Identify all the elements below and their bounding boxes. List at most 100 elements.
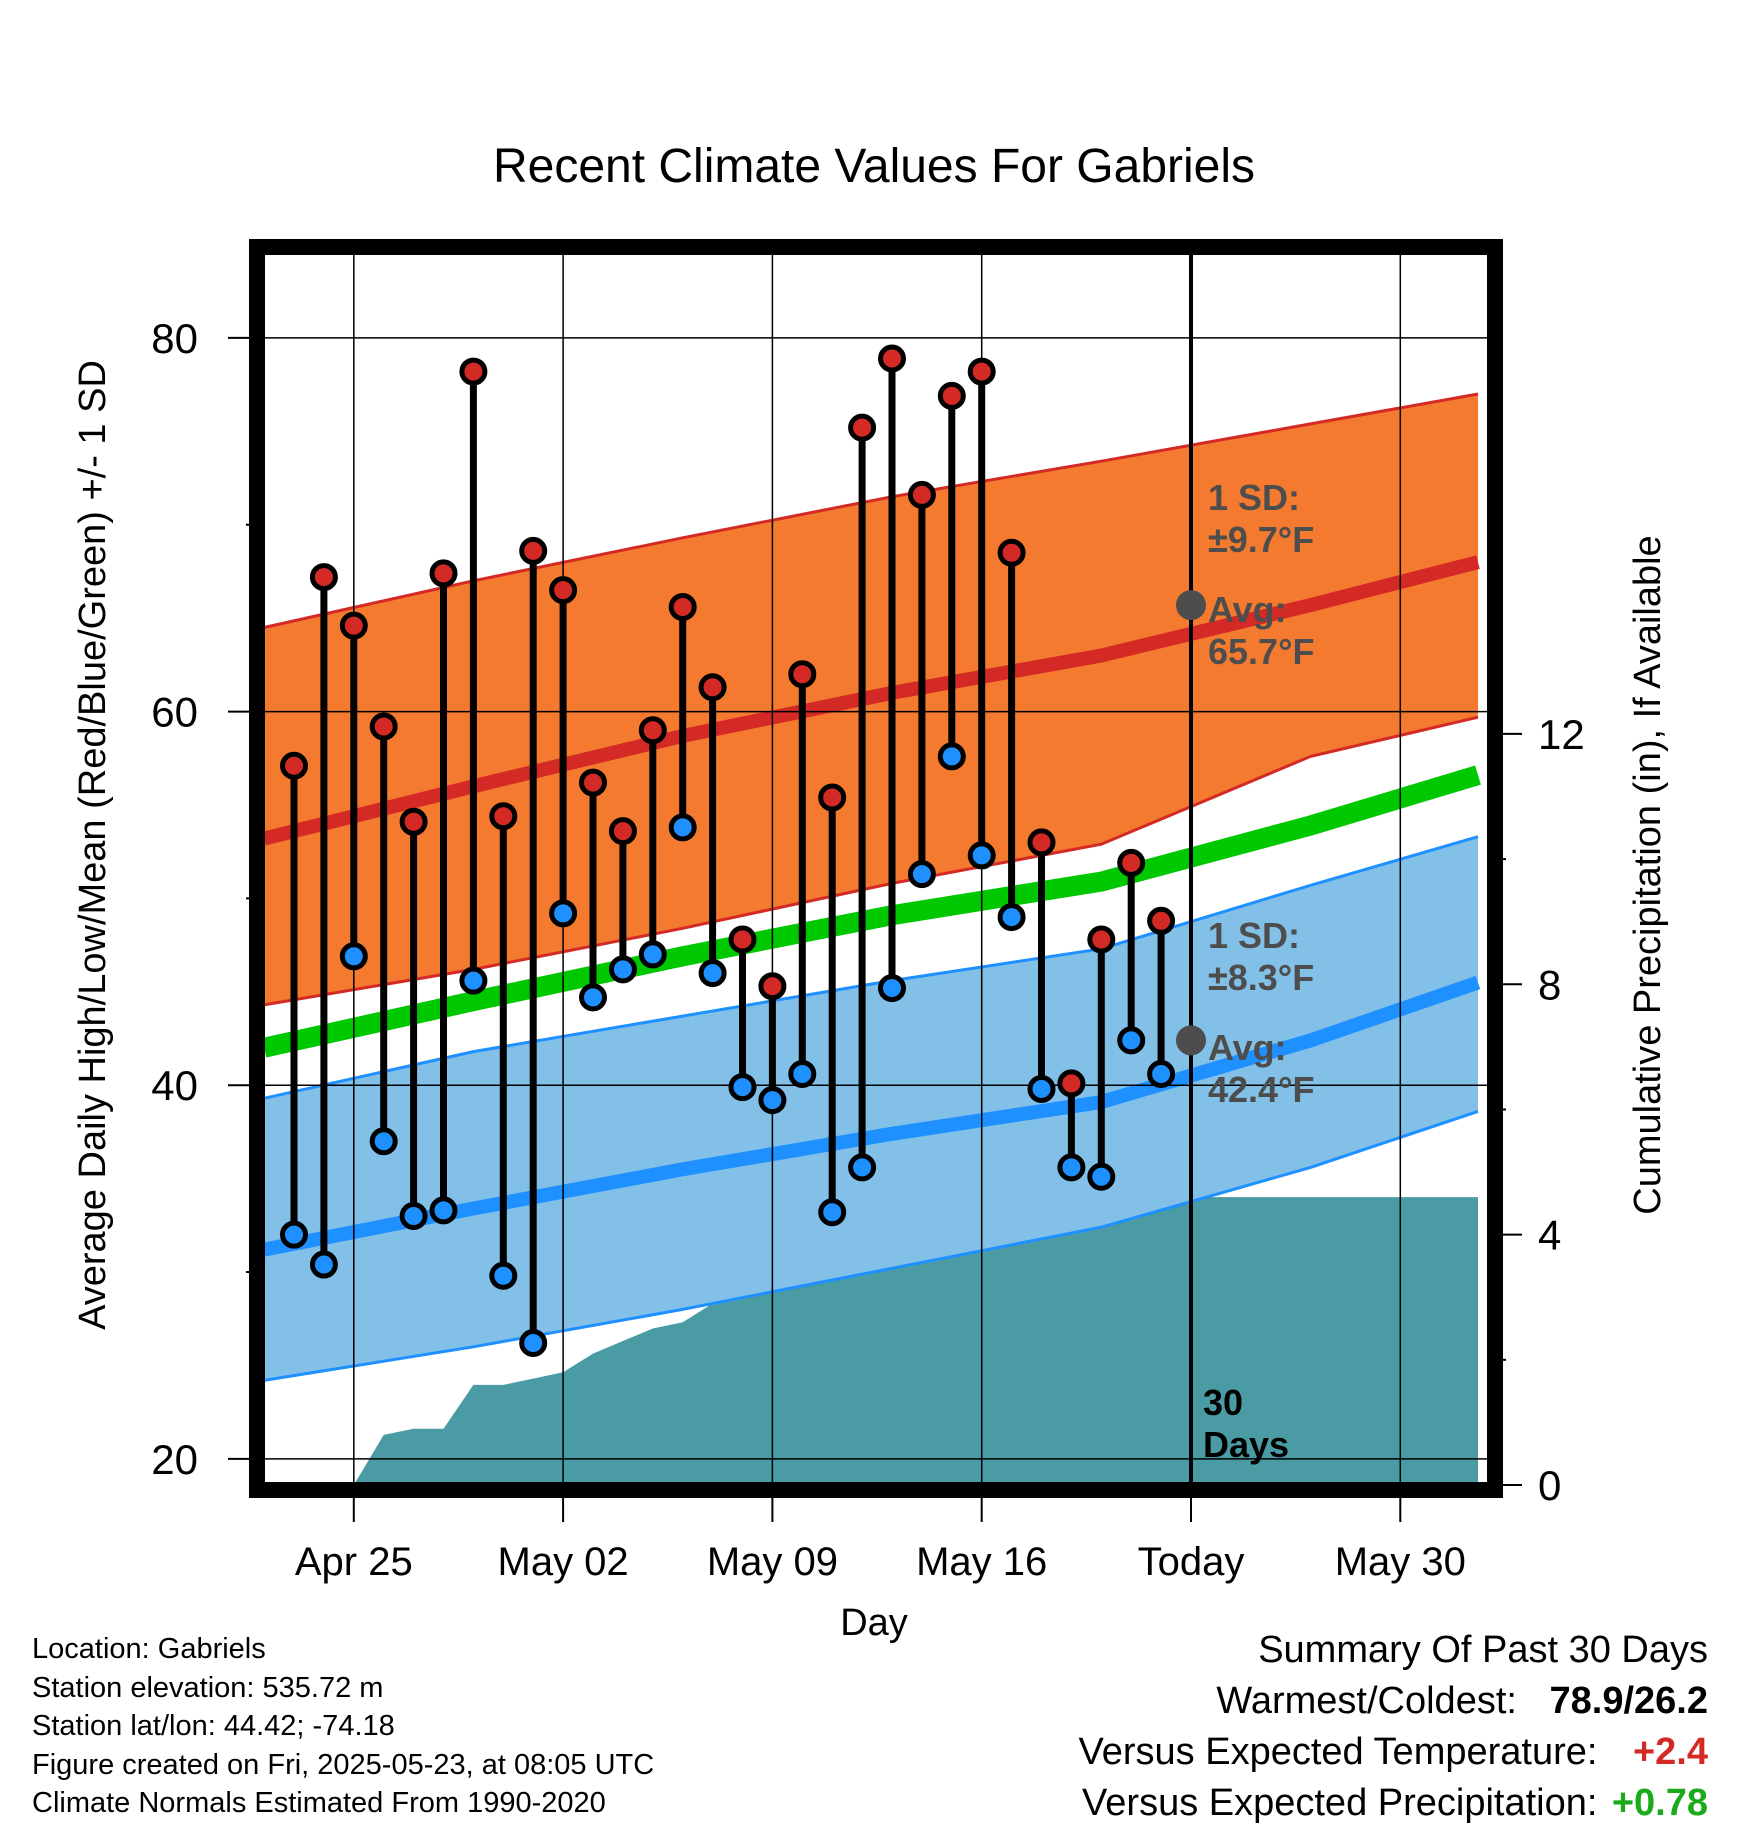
precip-value: +0.78 [1611, 1782, 1708, 1824]
daily-low-point [967, 841, 996, 870]
warm-cold-value: 78.9/26.2 [1549, 1680, 1708, 1722]
y-tick-label: 60 [151, 689, 198, 736]
temp-value: +2.4 [1632, 1731, 1708, 1773]
low-sd-label: 1 SD: [1208, 915, 1300, 956]
daily-low-point [339, 942, 368, 971]
x-tick-label: Apr 25 [295, 1540, 413, 1584]
x-tick-label: May 09 [707, 1540, 838, 1584]
station-elevation: Station elevation: 535.72 m [32, 1671, 384, 1704]
daily-high-point [728, 925, 757, 954]
daily-high-point [907, 480, 936, 509]
figure-created: Figure created on Fri, 2025-05-23, at 08… [32, 1748, 655, 1781]
low-sd-value: ±8.3°F [1208, 957, 1314, 998]
y-tick-label: 80 [151, 315, 198, 362]
daily-low-point [1087, 1162, 1116, 1191]
daily-low-point [1057, 1153, 1086, 1182]
summary-title: Summary Of Past 30 Days [1258, 1629, 1708, 1671]
daily-high-point [369, 712, 398, 741]
station-location: Location: Gabriels [32, 1633, 266, 1665]
daily-low-point [758, 1086, 787, 1115]
warm-cold-label: Warmest/Coldest: [1216, 1680, 1517, 1722]
y-tick-label: 20 [151, 1436, 198, 1483]
today-high-normal-marker [1176, 590, 1206, 621]
daily-high-point [280, 751, 308, 780]
daily-low-point [280, 1220, 308, 1249]
daily-high-point [967, 357, 996, 386]
daily-high-point [309, 563, 338, 592]
daily-low-point [1027, 1074, 1056, 1103]
normal-low-band-lower-edge [263, 1109, 1479, 1382]
daily-high-point [698, 673, 727, 702]
daily-low-point [638, 940, 667, 969]
climate-normals: Climate Normals Estimated From 1990-2020 [32, 1787, 606, 1819]
low-avg-value: 42.4°F [1208, 1069, 1314, 1110]
daily-low-point [937, 742, 966, 771]
daily-high-point [549, 576, 578, 605]
daily-high-point [399, 807, 428, 836]
daily-high-point [997, 538, 1026, 567]
daily-low-point [1117, 1026, 1146, 1055]
today-window-label: Days [1203, 1424, 1289, 1465]
daily-low-point [579, 983, 607, 1012]
daily-high-point [1147, 906, 1176, 935]
daily-high-point [758, 972, 787, 1001]
summary-precip: Versus Expected Precipitation: +0.78 [808, 1778, 1708, 1829]
daily-high-point [429, 559, 458, 588]
chart-title: Recent Climate Values For Gabriels [493, 140, 1255, 193]
daily-low-point [429, 1196, 458, 1225]
daily-low-point [668, 813, 697, 842]
daily-low-point [459, 966, 488, 995]
daily-high-point [878, 344, 906, 373]
x-tick-label: May 16 [916, 1540, 1047, 1584]
normal-low-mean-line [262, 975, 1481, 1257]
y2-tick-label: 4 [1538, 1212, 1561, 1259]
daily-high-point [1057, 1069, 1086, 1098]
plot-frame [249, 239, 1503, 1498]
summary-temp: Versus Expected Temperature: +2.4 [808, 1727, 1708, 1778]
x-tick-label: May 30 [1335, 1540, 1466, 1584]
daily-low-point [489, 1261, 518, 1290]
y-tick-label: 40 [151, 1062, 198, 1109]
daily-low-point [399, 1201, 428, 1230]
precip-label: Versus Expected Precipitation: [1082, 1782, 1598, 1824]
station-info: Location: Gabriels Station elevation: 53… [32, 1630, 654, 1823]
daily-low-point [848, 1153, 877, 1182]
station-latlon: Station lat/lon: 44.42; -74.18 [32, 1710, 395, 1742]
high-sd-label: 1 SD: [1208, 477, 1300, 518]
temp-label: Versus Expected Temperature: [1078, 1731, 1598, 1773]
daily-high-point [818, 783, 847, 812]
daily-low-point [549, 899, 578, 928]
daily-low-point [309, 1250, 338, 1279]
daily-low-point [608, 955, 637, 984]
high-avg-value: 65.7°F [1208, 631, 1314, 672]
daily-low-point [519, 1329, 548, 1358]
daily-high-point [848, 413, 877, 442]
daily-high-point [638, 716, 667, 745]
normal-low-band [264, 836, 1479, 1381]
daily-high-point [579, 768, 607, 797]
daily-high-point [339, 611, 368, 640]
daily-high-point [608, 817, 637, 846]
high-sd-value: ±9.7°F [1208, 519, 1314, 560]
y2-tick-label: 0 [1538, 1462, 1561, 1509]
daily-low-point [788, 1060, 817, 1088]
x-tick-label: Today [1138, 1540, 1245, 1584]
daily-high-point [1117, 848, 1146, 877]
y2-tick-label: 12 [1538, 711, 1585, 758]
today-low-normal-marker [1176, 1025, 1206, 1056]
y2-axis-label: Cumulative Precipitation (in), If Availa… [1627, 535, 1669, 1214]
daily-low-point [818, 1198, 847, 1227]
daily-low-point [728, 1073, 757, 1102]
high-avg-label: Avg: [1208, 589, 1287, 630]
precip-area [264, 1197, 1479, 1485]
y2-tick-label: 8 [1538, 961, 1561, 1008]
low-avg-label: Avg: [1208, 1027, 1287, 1068]
daily-high-point [1087, 925, 1116, 954]
daily-low-point [698, 959, 727, 988]
x-tick-label: May 02 [498, 1540, 629, 1584]
daily-low-point [997, 903, 1026, 932]
daily-low-point [1147, 1060, 1176, 1088]
daily-high-point [668, 592, 697, 621]
today-window-label: 30 [1203, 1382, 1243, 1423]
